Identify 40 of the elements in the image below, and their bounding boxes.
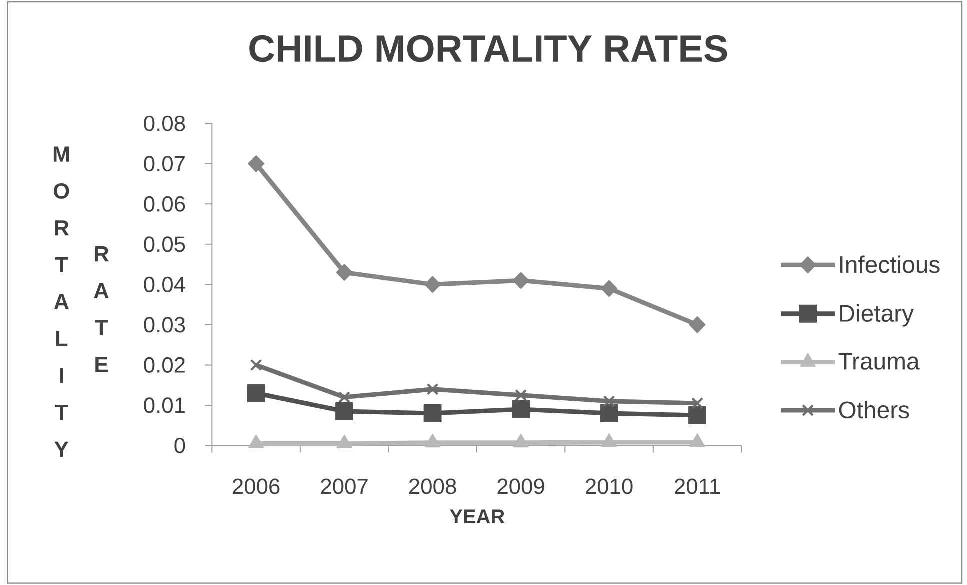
x-axis-title: YEAR [450,510,505,524]
point [514,389,528,402]
x-tick-label: 2009 [498,478,544,494]
legend-label: Dietary [840,304,914,327]
point [338,391,351,404]
x-tick-label: 2010 [586,478,633,494]
y-tick-label: 0.08 [144,116,186,132]
y-tick-label: 0.02 [144,357,185,373]
point [688,406,706,424]
point [512,400,530,418]
point [512,272,530,289]
y-tick-label: 0 [174,438,186,454]
chart-title: CHILD MORTALITY RATES [250,35,728,62]
legend-label: Others [839,400,910,419]
point [248,155,265,172]
point [424,404,442,422]
x-tick-label: 2007 [321,478,368,494]
y-tick-label: 0.06 [144,196,186,212]
y-tick-label: 0.07 [144,156,185,172]
text: MORTALITY RATE [54,146,109,457]
point [426,383,439,396]
legend-label: Trauma [838,353,920,370]
y-tick-label: 0.01 [144,398,185,414]
x-tick-label: 2008 [409,478,456,494]
point [600,404,618,422]
y-tick-label: 0.04 [144,276,186,292]
x-tick-label: 2011 [675,478,720,494]
point [336,402,354,420]
point [691,397,704,410]
point [601,280,618,298]
x-tick-label: 2006 [233,478,280,494]
point [689,316,706,334]
y-tick-label: 0.03 [144,317,186,333]
point [336,264,353,281]
point [424,276,442,293]
point [603,395,616,408]
point [247,384,266,402]
legend-label: Infectious [840,256,940,274]
y-tick-label: 0.05 [144,236,186,252]
point [250,359,262,372]
